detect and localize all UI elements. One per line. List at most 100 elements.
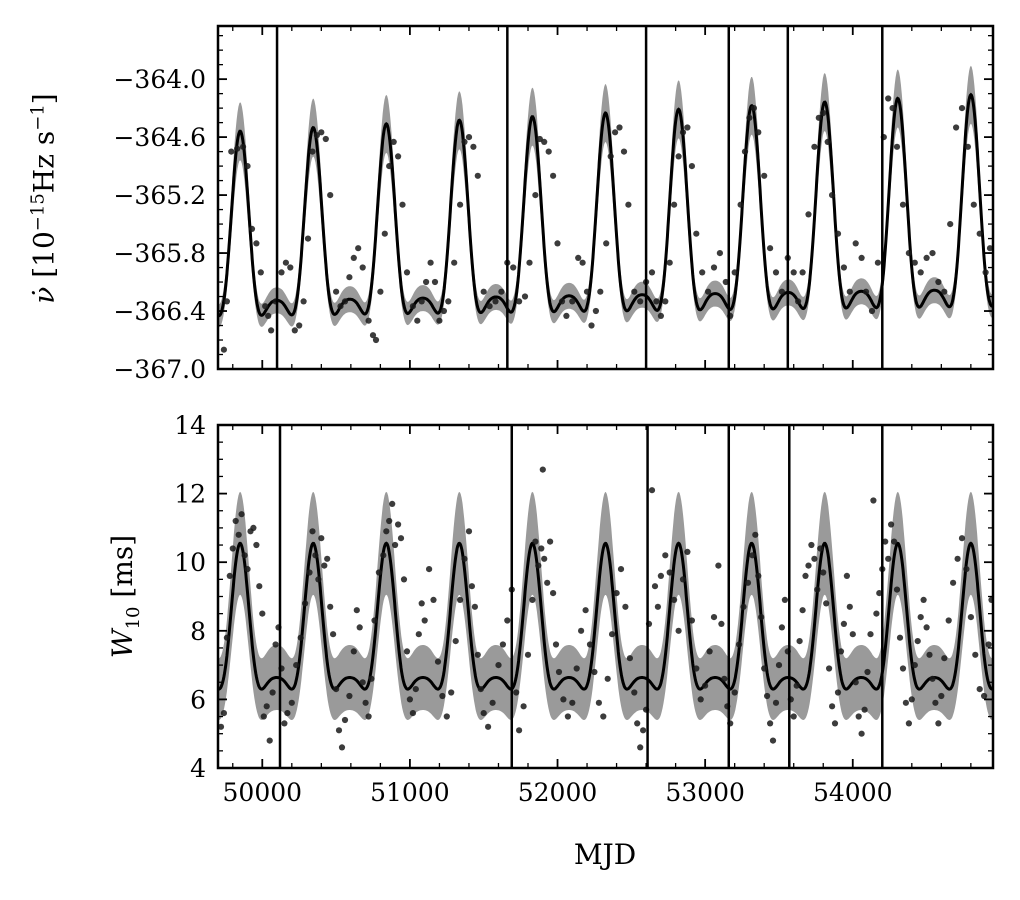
bottom-data-point [876,590,883,597]
bottom-data-point [338,744,346,751]
bottom-data-point [324,555,331,562]
bottom-data-point [899,665,907,672]
top-data-point [257,269,264,276]
top-data-point [461,138,468,145]
bottom-data-point [935,720,942,727]
bottom-data-point [891,538,898,545]
bottom-data-point [778,624,786,631]
top-data-point [333,288,340,295]
bottom-data-point [662,552,669,559]
top-data-point [710,264,718,271]
bottom-data-point [837,648,845,655]
top-plot-content [218,26,993,369]
bottom-data-point [840,620,848,628]
top-data-point [815,114,822,121]
w-unit: [ms] [105,534,139,598]
bottom-data-point [312,552,319,559]
top-data-point [982,269,989,276]
top-data-point [772,269,780,276]
bottom-data-point [256,583,263,590]
bottom-data-point [864,668,871,676]
top-data-point [935,278,942,286]
bottom-data-point [870,497,877,504]
bottom-data-point [976,686,983,693]
top-data-point [327,192,334,199]
bottom-data-point [578,627,585,634]
top-data-point [671,201,678,208]
top-data-point [741,148,749,155]
top-data-point [620,148,628,155]
bottom-data-point [634,720,641,727]
bottom-data-point [902,699,910,706]
top-data-point [440,307,447,315]
bottom-data-point [657,572,665,580]
top-data-point [575,254,582,261]
top-data-point [223,298,230,305]
bottom-data-point [368,675,375,682]
bottom-data-point [817,545,824,552]
bottom-data-point [805,562,812,569]
top-data-point [287,264,294,271]
bottom-data-point [263,703,270,710]
ylabel-bracket-close: ] [27,92,61,104]
bottom-data-point [535,562,542,569]
top-data-point [868,307,876,315]
bottom-x-tick-label: 50000 [223,778,303,807]
bottom-data-point [569,699,576,706]
top-data-point [858,254,865,261]
bottom-data-point [764,692,771,700]
bottom-data-point [591,668,598,676]
bottom-data-point [573,665,580,672]
top-data-point [445,298,452,305]
bottom-data-point [945,617,952,624]
bottom-data-point [640,727,647,734]
top-data-point [953,124,960,131]
bottom-data-point [843,572,851,580]
bottom-data-point [781,596,789,604]
top-data-point [750,105,758,112]
bottom-data-point [626,655,634,662]
bottom-data-point [858,730,865,737]
bottom-data-point [302,600,309,607]
top-data-point [820,109,827,117]
top-y-axis-label: ν̇ [10−15Hz s−1] [27,92,61,304]
top-data-point [262,303,269,310]
top-data-point [947,221,954,228]
nu-dot-symbol: ν̇ [27,286,61,304]
bottom-data-point [516,727,523,734]
bottom-data-point [671,596,678,604]
bottom-data-point [499,641,506,648]
bottom-data-point [223,634,230,641]
top-data-point [403,269,411,276]
top-data-point [554,240,561,247]
bottom-data-point [666,569,673,576]
top-data-point [941,288,948,295]
ylabel-unit-a: 10 [27,230,61,267]
bottom-data-point [896,634,904,641]
top-data-point [829,192,836,199]
bottom-data-point [474,651,481,658]
bottom-data-point [409,710,416,717]
bottom-data-point [341,716,349,724]
bottom-data-point [539,466,546,473]
top-data-point [603,240,610,247]
bottom-data-point [808,541,815,549]
top-data-point [296,322,303,329]
top-data-point [474,172,481,179]
top-data-point [521,293,529,300]
top-data-point [616,124,623,131]
bottom-data-point [232,517,239,525]
bottom-data-point [831,720,839,727]
bottom-data-point [306,569,313,576]
top-data-point [885,95,892,102]
bottom-data-point [752,531,759,538]
top-data-point [653,298,660,305]
bottom-data-point [346,692,353,700]
top-data-point [716,250,724,257]
top-data-point [923,254,930,261]
bottom-data-point [775,662,783,669]
bottom-data-point [749,552,756,559]
bottom-data-point [814,586,821,593]
top-y-tick-label: −364.6 [113,123,206,152]
